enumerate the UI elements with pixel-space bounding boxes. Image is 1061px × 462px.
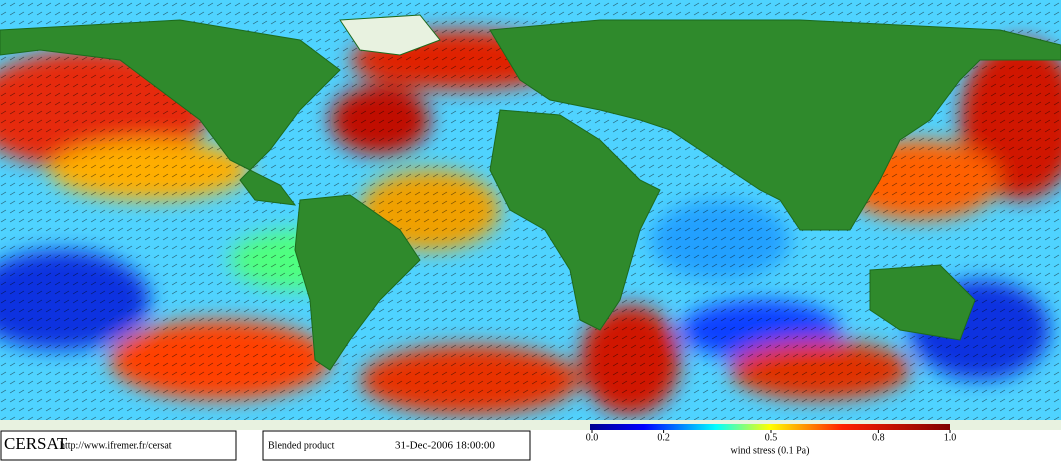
colorbar-tick-label: 0.2 [657, 432, 670, 443]
logo-box [0, 430, 237, 461]
colorbar [590, 424, 950, 430]
colorbar-tick-label: 0.0 [586, 432, 599, 443]
colorbar-tick-label: 1.0 [944, 432, 957, 443]
product-box [262, 430, 531, 461]
land [0, 14, 1061, 430]
colorbar-tick-label: 0.5 [765, 432, 778, 443]
url: http://www.ifremer.fr/cersat [60, 440, 172, 451]
colorbar-tick-label: 0.8 [872, 432, 885, 443]
date: 31-Dec-2006 18:00:00 [395, 440, 495, 452]
product: Blended product [268, 440, 335, 451]
footer: CERSAT http://www.ifremer.fr/cersat Blen… [0, 424, 1061, 462]
colorbar-label: wind stress (0.1 Pa) [731, 445, 810, 456]
logo: CERSAT [4, 434, 68, 453]
